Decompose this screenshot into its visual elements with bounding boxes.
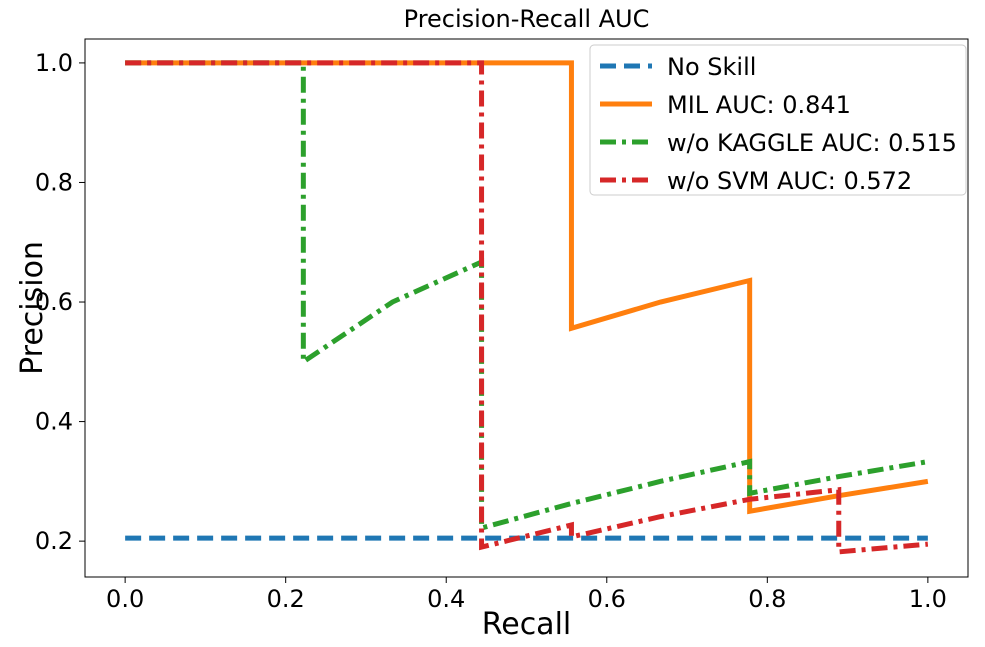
legend-label-4: w/o SVM AUC: 0.572	[667, 167, 912, 195]
x-tick-label: 0.6	[588, 585, 626, 613]
series-line-3	[125, 60, 929, 532]
y-tick-label: 0.8	[35, 168, 73, 196]
x-tick-label: 0.0	[106, 585, 144, 613]
x-tick-label: 0.2	[267, 585, 305, 613]
legend-label-1: No Skill	[667, 53, 756, 81]
y-tick-label: 0.6	[35, 288, 73, 316]
y-tick-label: 0.4	[35, 408, 73, 436]
series-line-4	[125, 60, 929, 555]
y-tick-label: 1.0	[35, 49, 73, 77]
legend-label-3: w/o KAGGLE AUC: 0.515	[667, 129, 957, 157]
chart-title: Precision-Recall AUC	[404, 5, 650, 33]
x-tick-label: 1.0	[909, 585, 947, 613]
x-axis-ticks: 0.0 0.2 0.4 0.6 0.8 1.0	[106, 577, 947, 613]
x-tick-label: 0.8	[748, 585, 786, 613]
series-layer	[125, 60, 929, 555]
plot-frame	[84, 38, 969, 578]
legend: No Skill MIL AUC: 0.841 w/o KAGGLE AUC: 0.…	[589, 44, 967, 196]
y-tick-label: 0.2	[35, 527, 73, 555]
x-axis-title: Recall	[482, 607, 572, 642]
y-axis-ticks: 0.2 0.4 0.6 0.8 1.0	[35, 49, 85, 555]
axes	[84, 38, 969, 578]
x-tick-label: 0.4	[427, 585, 465, 613]
y-axis-title: Precision	[15, 241, 50, 375]
legend-label-2: MIL AUC: 0.841	[667, 91, 851, 119]
legend-box	[589, 44, 967, 196]
